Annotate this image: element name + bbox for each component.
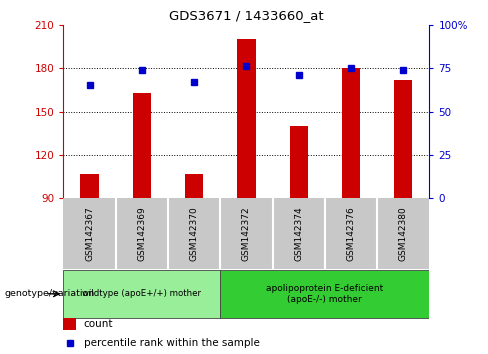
Bar [133,93,151,198]
Text: GSM142369: GSM142369 [137,206,146,261]
Text: percentile rank within the sample: percentile rank within the sample [83,338,260,348]
Text: GSM142374: GSM142374 [294,206,303,261]
Bar [237,39,256,198]
Bar [220,270,429,318]
Text: genotype/variation: genotype/variation [5,289,95,298]
Text: wildtype (apoE+/+) mother: wildtype (apoE+/+) mother [82,289,202,298]
Text: GSM142367: GSM142367 [85,206,94,261]
Bar [185,174,203,198]
Bar [63,270,220,318]
Text: GSM142380: GSM142380 [399,206,408,261]
Text: GSM142376: GSM142376 [346,206,356,261]
Bar [63,318,76,330]
Bar [394,80,412,198]
Bar [289,126,308,198]
Bar [81,174,99,198]
Bar [342,68,360,198]
Text: GSM142370: GSM142370 [190,206,199,261]
Text: GSM142372: GSM142372 [242,206,251,261]
Title: GDS3671 / 1433660_at: GDS3671 / 1433660_at [169,9,324,22]
Text: apolipoprotein E-deficient
(apoE-/-) mother: apolipoprotein E-deficient (apoE-/-) mot… [266,284,384,303]
Text: count: count [83,319,113,329]
